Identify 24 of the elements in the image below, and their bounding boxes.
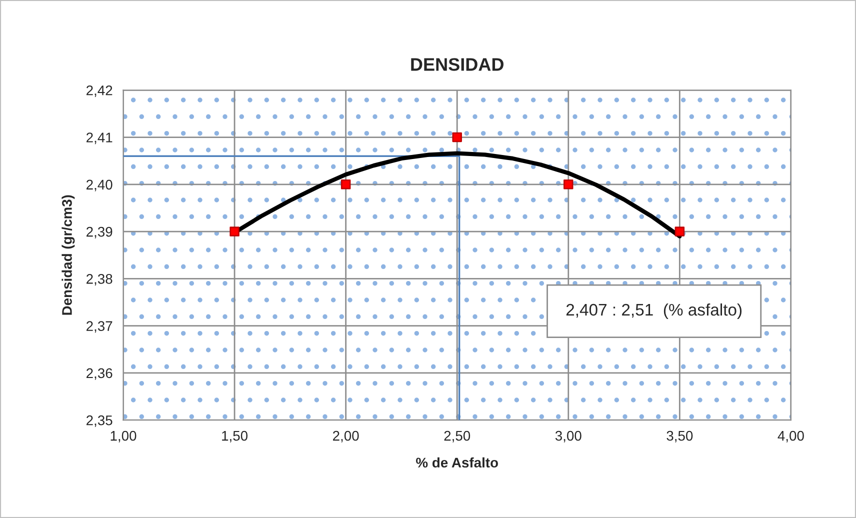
point <box>564 180 574 190</box>
y-tick-label: 2,41 <box>86 132 112 144</box>
x-tick-label: 3,00 <box>555 430 582 442</box>
x-tick-label: 4,00 <box>778 430 804 442</box>
y-tick-label: 2,42 <box>86 85 112 97</box>
point <box>340 180 351 190</box>
x-tick-label: 3,50 <box>666 430 693 442</box>
point <box>674 226 685 236</box>
x-axis-title: % de Asfalto <box>416 457 498 468</box>
x-tick-label: 2,00 <box>333 430 359 442</box>
y-tick-label: 2,36 <box>86 368 112 380</box>
point <box>230 226 240 236</box>
y-axis-title: Densidad (gr/cm3) <box>62 195 75 315</box>
y-tick-label: 2,35 <box>86 415 112 427</box>
point <box>452 132 462 142</box>
x-tick-label: 1,50 <box>222 430 248 442</box>
x-tick-label: 1,00 <box>110 430 136 442</box>
annotation: 2,407 : 2,51 (% asfalto) <box>566 303 742 319</box>
y-tick-label: 2,39 <box>86 226 112 238</box>
chart-title: DENSIDAD <box>411 58 504 71</box>
y-tick-label: 2,38 <box>86 274 112 286</box>
y-tick-label: 2,37 <box>86 321 112 333</box>
x-tick-label: 2,50 <box>444 430 470 442</box>
y-tick-label: 2,40 <box>86 180 112 192</box>
